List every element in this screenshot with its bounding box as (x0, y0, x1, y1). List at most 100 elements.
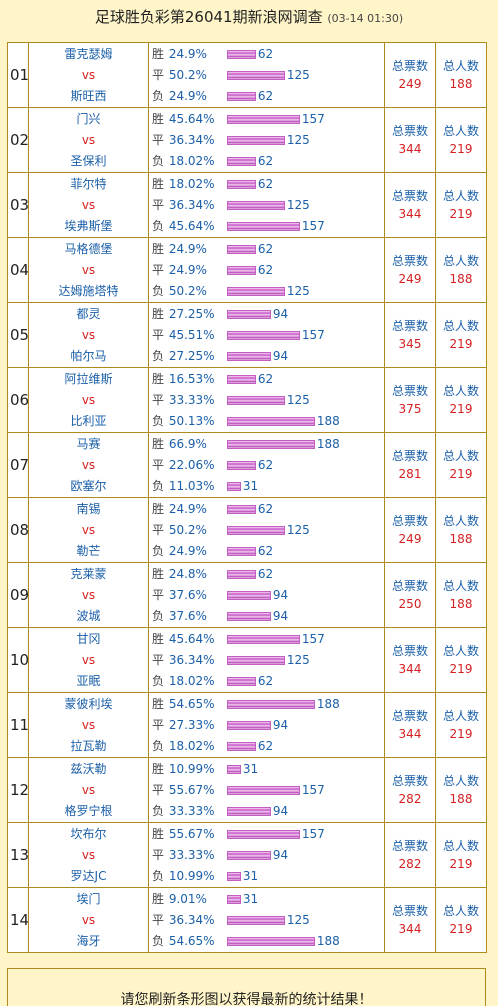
total-votes-cell: 总票数 249 (384, 42, 436, 108)
win-bar (226, 244, 256, 254)
away-team-link[interactable]: 欧塞尔 (70, 478, 107, 493)
home-team-link[interactable]: 埃门 (76, 891, 101, 906)
home-team-link[interactable]: 门兴 (76, 111, 101, 126)
vote-distribution: 胜 9.01% 31 平 36.34% 125 负 54.65% 188 (148, 887, 385, 953)
lose-count: 62 (257, 88, 274, 103)
away-team-link[interactable]: 斯旺西 (70, 88, 107, 103)
draw-count: 125 (286, 67, 310, 82)
away-team-link[interactable]: 波城 (76, 608, 101, 623)
vs-label: vs (81, 327, 96, 342)
win-percent: 10.99% (168, 761, 215, 776)
draw-label: 平 (152, 912, 165, 927)
lose-label: 负 (152, 413, 165, 428)
draw-row: 平 24.9% 62 (152, 260, 384, 281)
home-team-link[interactable]: 坎布尔 (70, 826, 107, 841)
draw-count: 125 (286, 197, 310, 212)
home-team-link[interactable]: 甘冈 (76, 631, 101, 646)
vs-label: vs (81, 392, 96, 407)
page-title: 足球胜负彩第26041期新浪网调查 (03-14 01:30) (0, 0, 498, 42)
win-label: 胜 (152, 46, 165, 61)
home-team-link[interactable]: 阿拉维斯 (64, 371, 113, 386)
draw-row: 平 22.06% 62 (152, 455, 384, 476)
lose-count: 62 (257, 543, 274, 558)
home-team-link[interactable]: 兹沃勒 (70, 761, 107, 776)
draw-count: 125 (286, 392, 310, 407)
lose-count: 62 (257, 738, 274, 753)
win-label: 胜 (152, 176, 165, 191)
lose-row: 负 27.25% 94 (152, 346, 384, 367)
draw-bar (226, 915, 285, 925)
draw-count: 157 (301, 782, 325, 797)
win-count: 62 (257, 46, 274, 61)
win-row: 胜 24.8% 62 (152, 564, 384, 585)
home-team-link[interactable]: 马赛 (76, 436, 101, 451)
lose-percent: 10.99% (168, 868, 215, 883)
away-team-link[interactable]: 海牙 (76, 933, 101, 948)
total-people-value: 219 (449, 207, 473, 221)
win-bar (226, 504, 256, 514)
win-percent: 24.9% (168, 241, 207, 256)
match-teams: 坎布尔 vs 罗达JC (28, 822, 149, 888)
away-team-link[interactable]: 比利亚 (70, 413, 107, 428)
away-team-link[interactable]: 达姆施塔特 (58, 283, 119, 298)
win-row: 胜 16.53% 62 (152, 369, 384, 390)
match-row: 04 马格德堡 vs 达姆施塔特 胜 24.9% 62 平 24.9% 62 负 5… (7, 237, 487, 303)
lose-percent: 18.02% (168, 673, 215, 688)
draw-row: 平 45.51% 157 (152, 325, 384, 346)
home-team-link[interactable]: 马格德堡 (64, 241, 113, 256)
lose-bar (226, 806, 271, 816)
match-number: 10 (7, 627, 29, 693)
lose-percent: 50.13% (168, 413, 215, 428)
draw-bar (226, 70, 285, 80)
survey-table: 01 雷克瑟姆 vs 斯旺西 胜 24.9% 62 平 50.2% 125 负 24… (7, 42, 487, 953)
vote-distribution: 胜 24.9% 62 平 50.2% 125 负 24.9% 62 (148, 497, 385, 563)
lose-bar (226, 676, 256, 686)
vs-label: vs (81, 782, 96, 797)
draw-percent: 27.33% (168, 717, 215, 732)
total-votes-value: 249 (398, 77, 422, 91)
win-count: 157 (301, 826, 325, 841)
match-row: 10 甘冈 vs 亚眠 胜 45.64% 157 平 36.34% 125 负 18… (7, 627, 487, 693)
away-team-link[interactable]: 拉瓦勒 (70, 738, 107, 753)
away-team-link[interactable]: 帕尔马 (70, 348, 107, 363)
total-people-cell: 总人数 219 (435, 692, 487, 758)
draw-label: 平 (152, 67, 165, 82)
draw-label: 平 (152, 132, 165, 147)
lose-percent: 37.6% (168, 608, 207, 623)
win-row: 胜 24.9% 62 (152, 239, 384, 260)
win-bar (226, 309, 271, 319)
away-team-link[interactable]: 格罗宁根 (64, 803, 113, 818)
match-teams: 甘冈 vs 亚眠 (28, 627, 149, 693)
total-votes-label: 总票数 (391, 59, 428, 73)
away-team-link[interactable]: 罗达JC (70, 868, 107, 883)
total-people-cell: 总人数 219 (435, 887, 487, 953)
draw-row: 平 33.33% 125 (152, 390, 384, 411)
home-team-link[interactable]: 南锡 (76, 501, 101, 516)
home-team-link[interactable]: 都灵 (76, 306, 101, 321)
lose-bar (226, 416, 315, 426)
away-team-link[interactable]: 亚眠 (76, 673, 101, 688)
away-team-link[interactable]: 勒芒 (76, 543, 101, 558)
home-team-link[interactable]: 雷克瑟姆 (64, 46, 113, 61)
vote-distribution: 胜 45.64% 157 平 36.34% 125 负 18.02% 62 (148, 627, 385, 693)
match-teams: 兹沃勒 vs 格罗宁根 (28, 757, 149, 823)
home-team-link[interactable]: 蒙彼利埃 (64, 696, 113, 711)
draw-bar (226, 135, 285, 145)
away-team-link[interactable]: 圣保利 (70, 153, 107, 168)
lose-row: 负 50.2% 125 (152, 281, 384, 302)
vs-label: vs (81, 717, 96, 732)
away-team-link[interactable]: 埃弗斯堡 (64, 218, 113, 233)
match-row: 12 兹沃勒 vs 格罗宁根 胜 10.99% 31 平 55.67% 157 负 … (7, 757, 487, 823)
vs-label: vs (81, 652, 96, 667)
vs-label: vs (81, 262, 96, 277)
win-label: 胜 (152, 371, 165, 386)
total-people-cell: 总人数 219 (435, 107, 487, 173)
home-team-link[interactable]: 菲尔特 (70, 176, 107, 191)
match-row: 13 坎布尔 vs 罗达JC 胜 55.67% 157 平 33.33% 94 负 … (7, 822, 487, 888)
match-number: 11 (7, 692, 29, 758)
home-team-link[interactable]: 克莱蒙 (70, 566, 107, 581)
draw-percent: 36.34% (168, 132, 215, 147)
win-percent: 16.53% (168, 371, 215, 386)
lose-row: 负 50.13% 188 (152, 411, 384, 432)
draw-percent: 36.34% (168, 197, 215, 212)
